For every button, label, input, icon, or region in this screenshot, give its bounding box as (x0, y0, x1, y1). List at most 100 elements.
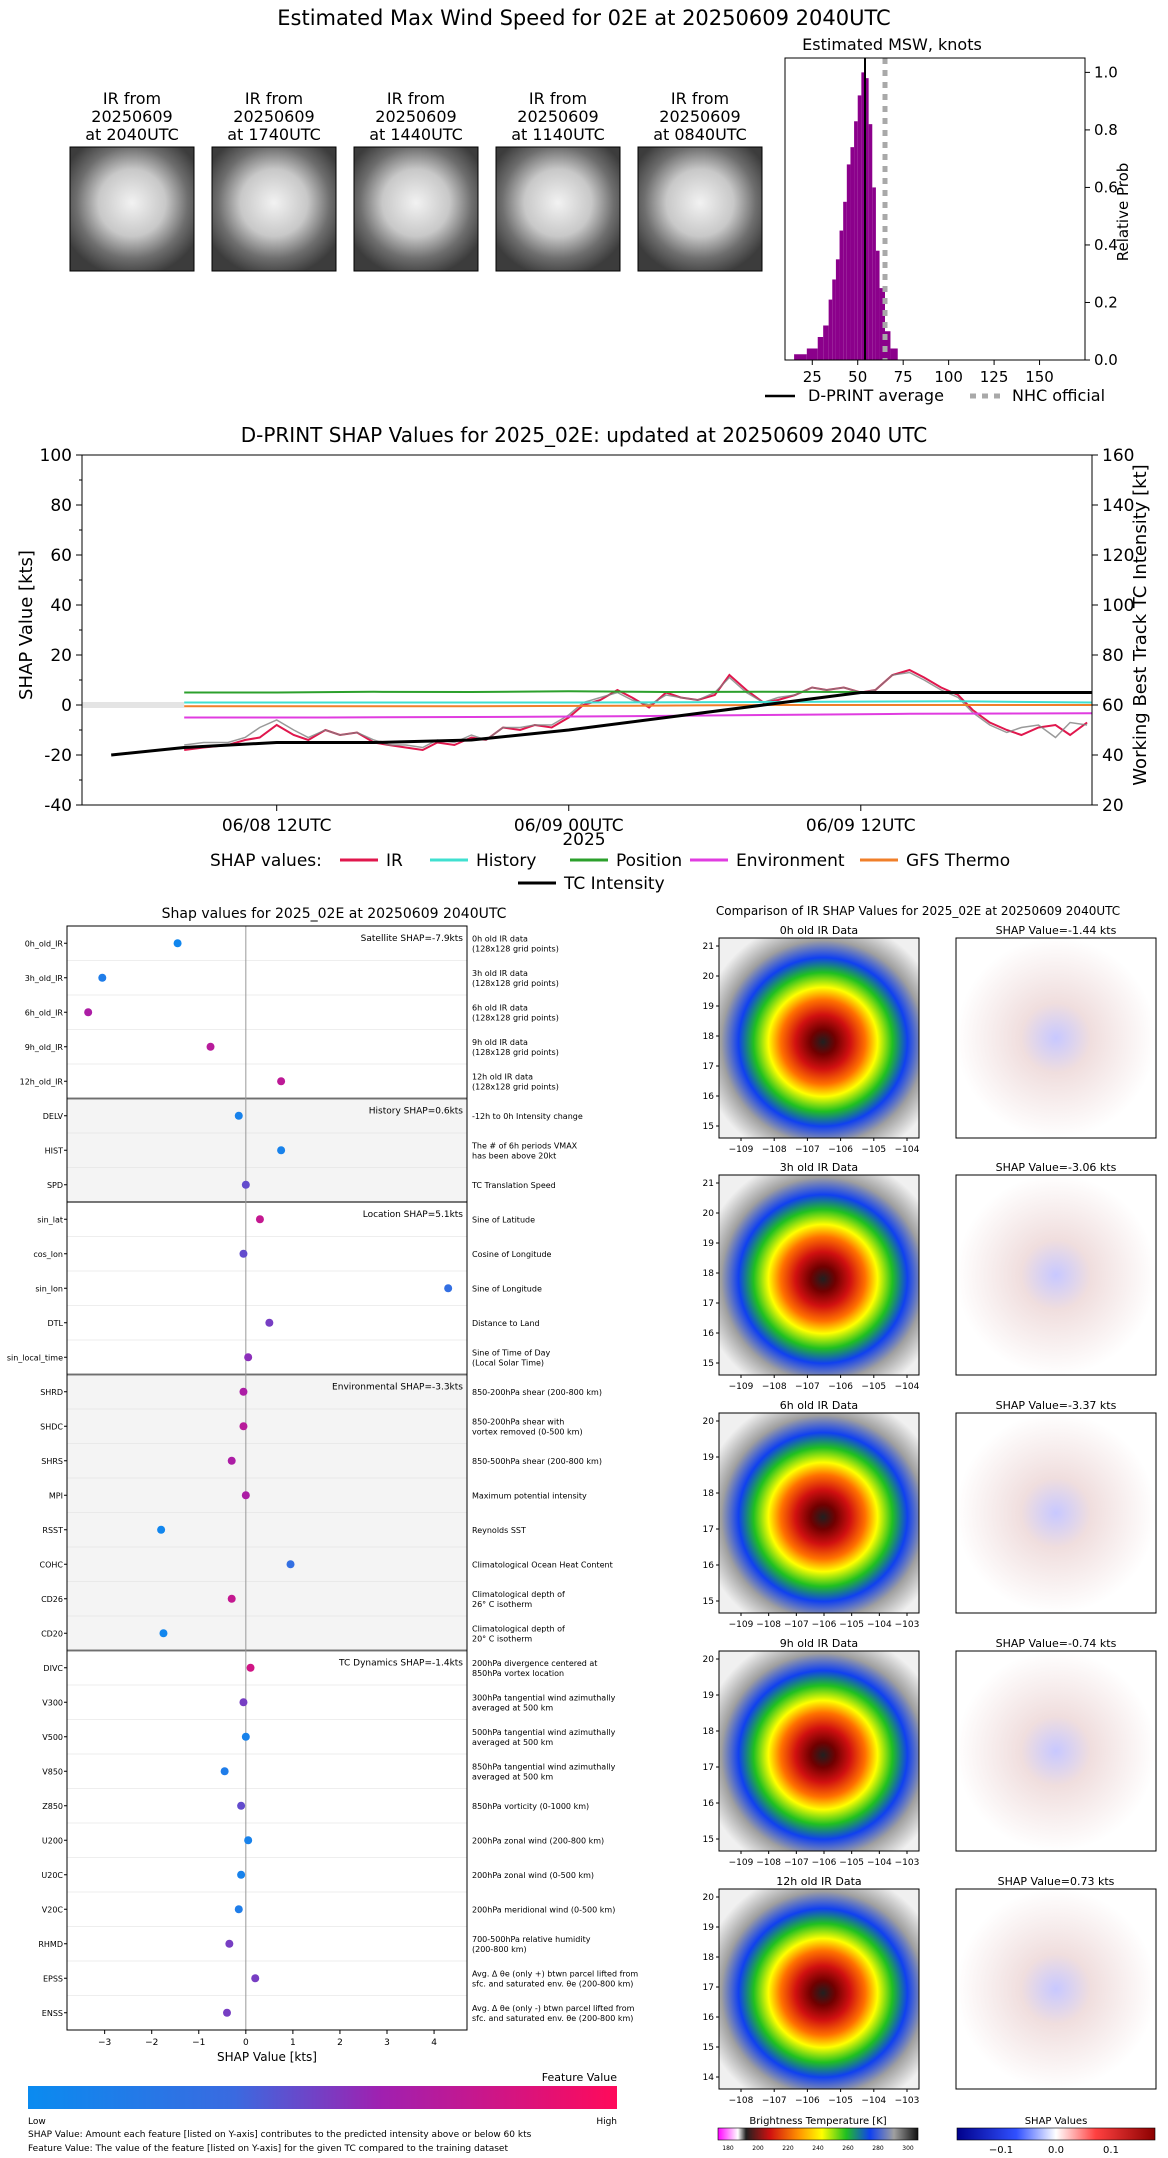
y-tick-label: 0.8 (1094, 121, 1118, 139)
feature-shap-dot (244, 1353, 253, 1362)
ir-y-tick-label: 20 (703, 1417, 715, 1427)
feature-name: SHDC (40, 1422, 63, 1431)
feature-description: 200hPa meridional wind (0-500 km) (472, 1905, 615, 1914)
x-tick-label: 150 (1025, 368, 1054, 386)
ir-y-tick-label: 18 (703, 1269, 715, 1279)
ir-y-tick-label: 19 (703, 1923, 715, 1933)
ir-y-tick-label: 20 (703, 1209, 715, 1219)
feature-name: DELV (43, 1112, 64, 1121)
ir-x-tick-label: −104 (867, 1858, 892, 1868)
feature-description: 700-500hPa relative humidity (200-800 km) (472, 1935, 591, 1954)
ir-thumbnails: IR from 20250609 at 2040UTC IR from 20250609… (69, 89, 763, 272)
ir-x-tick-label: −105 (839, 1858, 864, 1868)
ir-x-tick-label: −104 (867, 1620, 892, 1630)
ir-x-tick-label: −108 (762, 1382, 787, 1392)
shap-cb-tick-label: −0.1 (989, 2145, 1013, 2156)
timeseries-y2label: Working Best Track TC Intensity [kt] (1130, 464, 1151, 785)
x-tick-label: 4 (431, 2038, 437, 2048)
shap-panel-title: SHAP Value=0.73 kts (998, 1875, 1115, 1888)
y-tick-label: 0.0 (1094, 351, 1118, 369)
ir-panel-title: 0h old IR Data (780, 924, 858, 937)
feature-description: Sine of Latitude (472, 1215, 535, 1224)
feature-description: 300hPa tangential wind azimuthally averag… (472, 1693, 616, 1712)
ir-image (718, 937, 920, 1139)
feature-shap-dot (239, 1422, 248, 1431)
feature-name: ENSS (42, 2009, 63, 2018)
series-line-ir-member (184, 671, 1088, 749)
ir-y-tick-label: 18 (703, 1953, 715, 1963)
feature-shap-dot (241, 1180, 250, 1189)
feature-shap-dot (225, 1939, 234, 1948)
x-tick-label: 125 (980, 368, 1009, 386)
ir-y-tick-label: 16 (703, 1561, 715, 1571)
feature-shap-dot (237, 1801, 246, 1810)
bt-tick-label: 220 (782, 2145, 794, 2152)
ir-x-tick-label: −104 (861, 2096, 886, 2106)
ir-y-tick-label: 16 (703, 1329, 715, 1339)
bt-tick-label: 300 (902, 2145, 914, 2152)
histogram-bar (854, 121, 858, 361)
feature-shap-dot (227, 1594, 236, 1603)
series-line-ir (184, 668, 1088, 752)
ir-x-tick-label: −107 (795, 1382, 820, 1392)
legend-label-gfs: GFS Thermo (906, 851, 1010, 871)
group-title: Location SHAP=5.1kts (363, 1210, 464, 1220)
y2-tick-label: 60 (1102, 696, 1124, 716)
ir-y-tick-label: 18 (703, 1727, 715, 1737)
feature-shap-dot (265, 1318, 274, 1327)
bt-colorbar (717, 2127, 919, 2141)
feature-shap-dot (227, 1456, 236, 1465)
series-line-history (184, 700, 1093, 704)
histogram-bar (890, 348, 898, 360)
zero-band (82, 702, 185, 708)
histogram-bar (828, 299, 833, 360)
ir-y-tick-label: 15 (703, 1835, 714, 1845)
histogram-bar (832, 279, 836, 360)
ir-x-tick-label: −105 (861, 1382, 886, 1392)
feature-name: sin_lon (35, 1284, 63, 1293)
feature-description: 12h old IR data (128x128 grid points) (472, 1072, 559, 1091)
histogram-bar (865, 78, 869, 360)
feature-description: Reynolds SST (472, 1526, 526, 1535)
ir-x-tick-label: −108 (756, 1858, 781, 1868)
feature-shap-dot (159, 1629, 168, 1638)
ir-x-tick-label: −108 (756, 1620, 781, 1630)
feature-name: CD26 (41, 1595, 63, 1604)
timeseries-xlabel: 2025 (562, 830, 605, 850)
bt-tick-label: 240 (812, 2145, 824, 2152)
legend-nhc-label: NHC official (1012, 386, 1105, 405)
feature-name: sin_lat (37, 1215, 63, 1224)
histogram-bar (861, 72, 865, 360)
feature-name: U20C (41, 1871, 63, 1880)
feature-name: V300 (42, 1698, 63, 1707)
feature-shap-dot (239, 1249, 248, 1258)
ir-x-tick-label: −107 (795, 1145, 820, 1155)
shap-timeseries: D-PRINT SHAP Values for 2025_02E: update… (16, 423, 1151, 894)
timeseries-ylabel: SHAP Value [kts] (16, 550, 37, 700)
feature-name: DIVC (43, 1664, 63, 1673)
ir-x-tick-label: −104 (895, 1145, 920, 1155)
feature-description: Climatological depth of 20° C isotherm (472, 1624, 565, 1643)
feature-name: U200 (42, 1836, 63, 1845)
feature-description: 0h old IR data (128x128 grid points) (472, 934, 559, 953)
y-tick-label: 100 (40, 446, 72, 466)
legend-label-position: Position (616, 851, 682, 871)
feature-name: 3h_old_IR (25, 974, 64, 983)
histogram-frame (784, 57, 1086, 361)
y2-tick-label: 20 (1102, 796, 1124, 816)
feature-shap-dot (206, 1042, 215, 1051)
shap-colorbar-title: SHAP Values (1025, 2116, 1088, 2127)
dotplot-title: Shap values for 2025_02E at 20250609 204… (162, 906, 507, 922)
ir-panel-title: 9h old IR Data (780, 1637, 858, 1650)
thumbnail-label: IR from 20250609 at 2040UTC (85, 89, 179, 144)
ir-y-tick-label: 17 (703, 1062, 714, 1072)
thumbnail-label: IR from 20250609 at 0840UTC (653, 89, 747, 144)
feature-description: 6h old IR data (128x128 grid points) (472, 1003, 559, 1022)
y-tick-label: 0 (61, 696, 72, 716)
bt-tick-label: 260 (842, 2145, 854, 2152)
feature-shap-dot (246, 1663, 255, 1672)
group-title: Environmental SHAP=-3.3kts (332, 1383, 463, 1393)
thumbnail-label: IR from 20250609 at 1440UTC (369, 89, 463, 144)
feature-name: MPI (49, 1491, 63, 1500)
